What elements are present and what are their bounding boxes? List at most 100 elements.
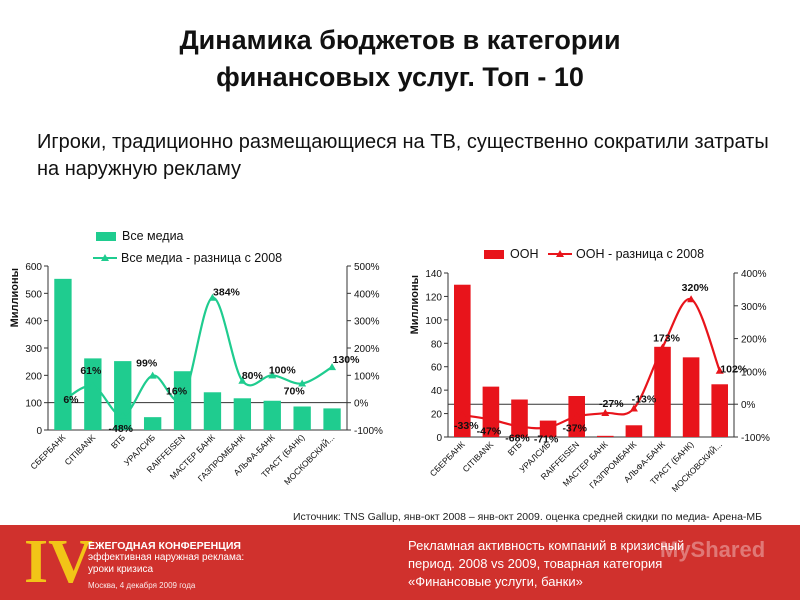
right-y2-tick-label: -100% (741, 433, 770, 444)
left-category-label: МОСКОВСКИЙ... (281, 432, 336, 487)
left-bar (143, 417, 162, 430)
left-bar (84, 358, 102, 430)
left-line-marker (178, 394, 187, 402)
right-data-label: -68% (505, 433, 530, 445)
right-y2-tick-label: 100% (741, 367, 767, 378)
left-y-axis-label: Миллионы (9, 268, 21, 327)
left-y-tick-label: 400 (25, 317, 42, 328)
left-data-label: 61% (80, 365, 102, 377)
right-y-axis-label: Миллионы (409, 275, 421, 334)
right-y2-tick-label: 400% (741, 269, 767, 280)
right-bar (511, 399, 528, 437)
right-category-label: СБЕРБАНК (428, 439, 467, 478)
conference-line-2: эффективная наружная реклама: (88, 552, 245, 563)
page-title-line-2: финансовых услуг. Топ - 10 (216, 62, 584, 92)
left-bar (114, 361, 132, 430)
right-legend-label-bars: ООН (510, 247, 538, 261)
left-y2-tick-label: 500% (354, 262, 380, 273)
page-subtitle: Игроки, традиционно размещающиеся на ТВ,… (37, 131, 769, 180)
page-title: Динамика бюджетов в категории финансовых… (0, 22, 800, 96)
footer-caption: Рекламная активность компаний в кризисны… (408, 537, 788, 591)
watermark: MyShared (660, 537, 766, 562)
right-y-tick-label: 20 (431, 410, 443, 421)
left-data-label: 16% (166, 385, 188, 397)
left-data-label: -48% (108, 423, 133, 435)
left-data-label: 80% (242, 370, 264, 382)
right-line-marker (601, 409, 610, 417)
left-line-marker (148, 371, 157, 379)
right-data-label: 102% (720, 364, 748, 376)
right-data-label: -33% (454, 420, 479, 432)
right-line-marker (687, 295, 696, 303)
right-line-marker (486, 415, 495, 423)
right-category-label: CITIBANK (461, 439, 496, 474)
right-line-marker (715, 366, 724, 374)
right-y-tick-label: 120 (425, 292, 442, 303)
right-data-label: -71% (534, 433, 559, 445)
left-bar (323, 408, 341, 430)
left-y2-tick-label: 300% (354, 317, 380, 328)
right-legend-label-line: ООН - разница с 2008 (576, 247, 704, 261)
right-bar (654, 346, 671, 437)
left-data-label: 130% (333, 354, 361, 366)
conference-number: IV (24, 528, 93, 596)
left-legend-label-line: Все медиа - разница с 2008 (121, 251, 282, 265)
left-line-series (62, 296, 333, 417)
right-data-label: -27% (599, 398, 624, 410)
right-bar (597, 435, 614, 437)
right-line-marker (658, 343, 667, 351)
right-y-tick-label: 140 (425, 269, 442, 280)
right-bar (711, 384, 728, 437)
left-line-marker (268, 371, 277, 379)
left-line-marker (88, 381, 97, 389)
left-y-tick-label: 0 (36, 426, 42, 437)
right-bar (482, 386, 500, 437)
right-data-label: 320% (682, 282, 710, 294)
right-legend-swatch-bars (484, 250, 504, 259)
left-line-marker (238, 376, 247, 384)
right-y-tick-label: 40 (431, 386, 443, 397)
left-y2-tick-label: -100% (354, 426, 383, 437)
right-bar (682, 357, 700, 437)
conference-line-4: Москва, 4 декабря 2009 года (88, 581, 196, 590)
right-y-tick-label: 100 (425, 316, 442, 327)
footer-caption-line-1: Рекламная активность компаний в кризисны… (408, 538, 685, 553)
left-bar (54, 278, 72, 430)
right-y2-tick-label: 200% (741, 335, 767, 346)
chart-all-media: 0 100 200 300 400 500 600 -100% 0% 100% 200% 300% 40… (9, 229, 383, 487)
right-line-marker (572, 412, 581, 420)
footer-caption-line-3: «Финансовые услуги, банки» (408, 574, 583, 589)
right-line-marker (629, 404, 638, 412)
left-y-tick-label: 200 (25, 371, 42, 382)
left-bar (203, 392, 222, 430)
right-y2-tick-label: 300% (741, 302, 767, 313)
left-y-tick-label: 300 (25, 344, 42, 355)
right-data-label: -13% (632, 393, 657, 405)
left-data-label: 6% (63, 394, 79, 406)
right-bar (454, 284, 471, 437)
left-data-label: 70% (284, 386, 306, 398)
left-legend-swatch-bars (96, 232, 116, 241)
footer-banner: IV ЕЖЕГОДНАЯ КОНФЕРЕНЦИЯ эффективная нар… (0, 525, 800, 600)
page-title-line-1: Динамика бюджетов в категории (179, 25, 621, 55)
left-y-tick-label: 600 (25, 262, 42, 273)
left-line-marker (58, 397, 67, 405)
left-category-label: ВТБ (109, 432, 128, 451)
right-y-tick-label: 60 (431, 363, 443, 374)
left-data-label: 99% (136, 358, 158, 370)
left-y2-tick-label: 100% (354, 371, 380, 382)
left-category-label: CITIBANK (62, 432, 97, 467)
conference-line-3: уроки кризиса (88, 564, 154, 575)
left-legend-swatch-marker (101, 254, 109, 261)
left-y-tick-label: 100 (25, 399, 42, 410)
left-bar (263, 400, 281, 430)
left-line-marker (298, 379, 307, 387)
right-y-tick-label: 0 (436, 433, 442, 444)
source-note: Источник: TNS Gallup, янв-окт 2008 – янв… (293, 511, 763, 523)
left-category-label: СБЕРБАНК (28, 432, 67, 471)
left-y2-tick-label: 0% (354, 399, 369, 410)
left-data-label: 100% (269, 364, 297, 376)
right-y-tick-label: 80 (431, 339, 443, 350)
chart-ooh: 0 20 40 60 80 100 120 140 -100% 0% 100% 200% 300% 400… (409, 247, 770, 494)
left-y2-tick-label: 400% (354, 289, 380, 300)
